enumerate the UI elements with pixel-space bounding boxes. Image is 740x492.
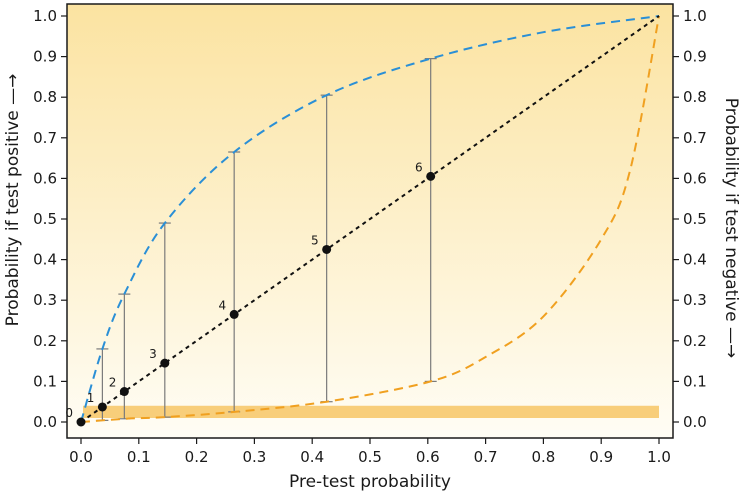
x-tick-label: 1.0 [647,448,671,466]
negative-test-curve [80,15,660,423]
y-right-tick-label: 0.2 [683,332,707,350]
y-axis-right-title: Probability if test negative —→ [721,98,740,358]
y-right-tick-label: 0.1 [683,372,707,390]
data-point [76,417,86,427]
reference-band [83,405,659,418]
data-points: 012 3 4 5 6 [65,160,436,427]
y-right-tick-label: 1.0 [683,7,707,25]
y-right-tick-label: 0.9 [683,48,707,66]
y-axis-left-ticks: 0.0 0.1 0.2 0.3 0.4 0.5 0.6 0.7 0.8 0.9 1.0 [33,7,67,431]
data-point [160,358,170,368]
x-tick-label: 0.5 [358,448,382,466]
y-left-tick-label: 0.6 [33,169,57,187]
y-axis-left-title: Probability if test positive —→ [3,74,23,327]
data-point-label: 1 [87,391,95,405]
y-left-tick-label: 0.0 [33,413,57,431]
y-right-tick-label: 0.3 [683,291,707,309]
y-right-tick-label: 0.5 [683,210,707,228]
data-point-label: 0 [65,406,73,420]
x-tick-label: 0.3 [242,448,266,466]
x-tick-label: 0.1 [127,448,151,466]
data-point [97,402,107,412]
data-point [119,387,129,397]
x-axis-ticks: 0.0 0.1 0.2 0.3 0.4 0.5 0.6 0.7 0.8 0.9 1.0 [69,438,671,466]
y-right-tick-label: 0.4 [683,251,707,269]
y-left-tick-label: 0.4 [33,251,57,269]
identity-line [80,15,660,423]
data-point-label: 6 [415,160,423,174]
x-tick-label: 0.7 [474,448,498,466]
y-left-tick-label: 0.7 [33,129,57,147]
x-tick-label: 0.0 [69,448,93,466]
x-axis-title: Pre-test probability [289,472,451,492]
y-left-tick-label: 0.2 [33,332,57,350]
y-left-tick-label: 1.0 [33,7,57,25]
y-right-tick-label: 0.8 [683,88,707,106]
x-tick-label: 0.9 [589,448,613,466]
x-tick-label: 0.8 [531,448,555,466]
data-point-label: 5 [311,233,319,247]
data-point-label: 2 [109,376,117,390]
data-point-label: 4 [219,298,227,312]
y-left-tick-label: 0.8 [33,88,57,106]
data-point-label: 3 [149,347,157,361]
data-point [322,244,332,254]
data-point [229,309,239,319]
y-left-tick-label: 0.3 [33,291,57,309]
x-tick-label: 0.4 [300,448,324,466]
y-axis-right-ticks: 0.0 0.1 0.2 0.3 0.4 0.5 0.6 0.7 0.8 0.9 1.0 [673,7,707,431]
y-right-tick-label: 0.7 [683,129,707,147]
y-left-tick-label: 0.9 [33,48,57,66]
x-tick-label: 0.6 [416,448,440,466]
y-right-tick-label: 0.6 [683,169,707,187]
data-point [426,171,436,181]
x-tick-label: 0.2 [185,448,209,466]
positive-test-curve [80,15,660,423]
y-left-tick-label: 0.1 [33,372,57,390]
y-right-tick-label: 0.0 [683,413,707,431]
y-left-tick-label: 0.5 [33,210,57,228]
plot-area [66,3,674,439]
